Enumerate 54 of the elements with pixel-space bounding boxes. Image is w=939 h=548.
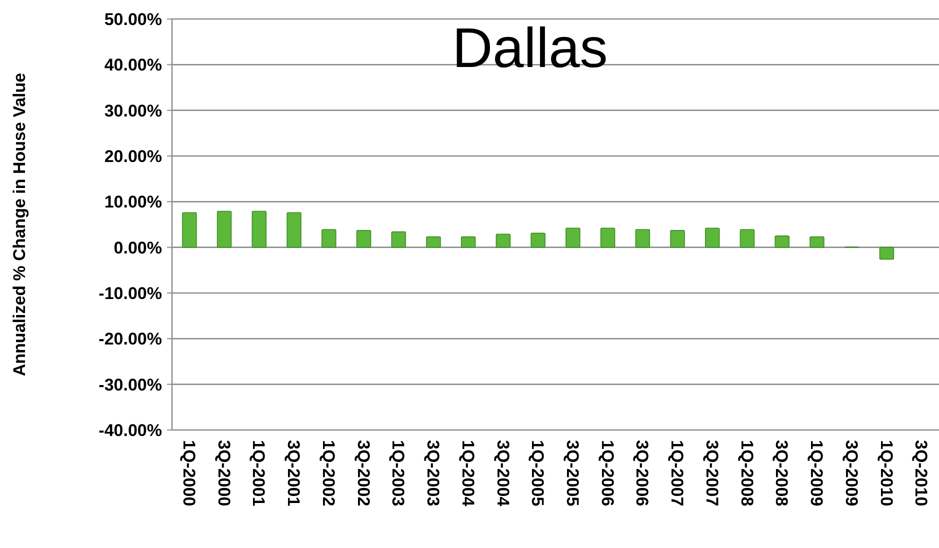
y-tick-label: 30.00% [104, 101, 162, 120]
x-tick-label: 3Q-2008 [772, 440, 792, 506]
bar [356, 230, 372, 248]
x-tick-label: 3Q-2007 [702, 440, 722, 506]
x-tick-label: 1Q-2006 [598, 440, 617, 506]
x-tick-label: 1Q-2000 [179, 440, 198, 506]
bar [252, 210, 267, 248]
bar [216, 210, 232, 248]
bar [635, 229, 650, 248]
x-tick-label: 3Q-2006 [632, 440, 652, 506]
y-tick-label: -30.00% [98, 375, 162, 394]
y-axis-title: Annualized % Change in House Value [10, 72, 29, 376]
bar [460, 236, 476, 248]
x-tick-label: 3Q-2002 [354, 440, 373, 506]
bar [286, 212, 302, 248]
x-tick-label: 1Q-2002 [318, 440, 338, 506]
x-tick-label: 1Q-2004 [458, 440, 478, 507]
y-tick-label: 40.00% [104, 56, 162, 75]
y-tick-label: 10.00% [104, 192, 162, 212]
x-tick-label: 3Q-2005 [562, 440, 582, 506]
bar [705, 228, 720, 248]
bar [182, 212, 197, 248]
y-tick-label: 0.00% [114, 238, 162, 258]
x-tick-label: 1Q-2001 [249, 440, 268, 506]
bar [879, 246, 894, 260]
x-tick-label: 1Q-2008 [737, 440, 756, 506]
y-tick-label: -40.00% [98, 420, 162, 440]
bar [600, 228, 616, 248]
x-tick-label: 3Q-2004 [493, 440, 512, 507]
bar [496, 234, 511, 248]
bar [391, 231, 406, 248]
x-tick-label: 3Q-2001 [284, 440, 304, 506]
x-tick-label: 3Q-2000 [214, 440, 234, 506]
bar [426, 236, 441, 248]
x-tick-label: 1Q-2003 [388, 440, 408, 506]
y-tick-label: -10.00% [98, 284, 162, 303]
bar [530, 232, 546, 248]
chart-title: Dallas [452, 16, 608, 79]
x-tick-label: 1Q-2010 [876, 440, 896, 506]
bar [670, 230, 685, 248]
y-tick-label: 50.00% [104, 10, 162, 29]
bar [566, 228, 580, 248]
bar [322, 229, 336, 248]
y-tick-label: 20.00% [104, 146, 162, 166]
x-tick-label: 1Q-2007 [668, 440, 687, 506]
y-tick-label: -20.00% [98, 330, 162, 349]
x-tick-label: 3Q-2003 [424, 440, 443, 506]
x-tick-label: 3Q-2009 [842, 440, 861, 506]
x-tick-label: 3Q-2010 [912, 440, 931, 506]
bar [810, 236, 824, 248]
bar [774, 236, 790, 248]
bar [740, 229, 755, 248]
x-tick-label: 1Q-2009 [807, 440, 826, 506]
x-tick-label: 1Q-2005 [528, 440, 548, 506]
